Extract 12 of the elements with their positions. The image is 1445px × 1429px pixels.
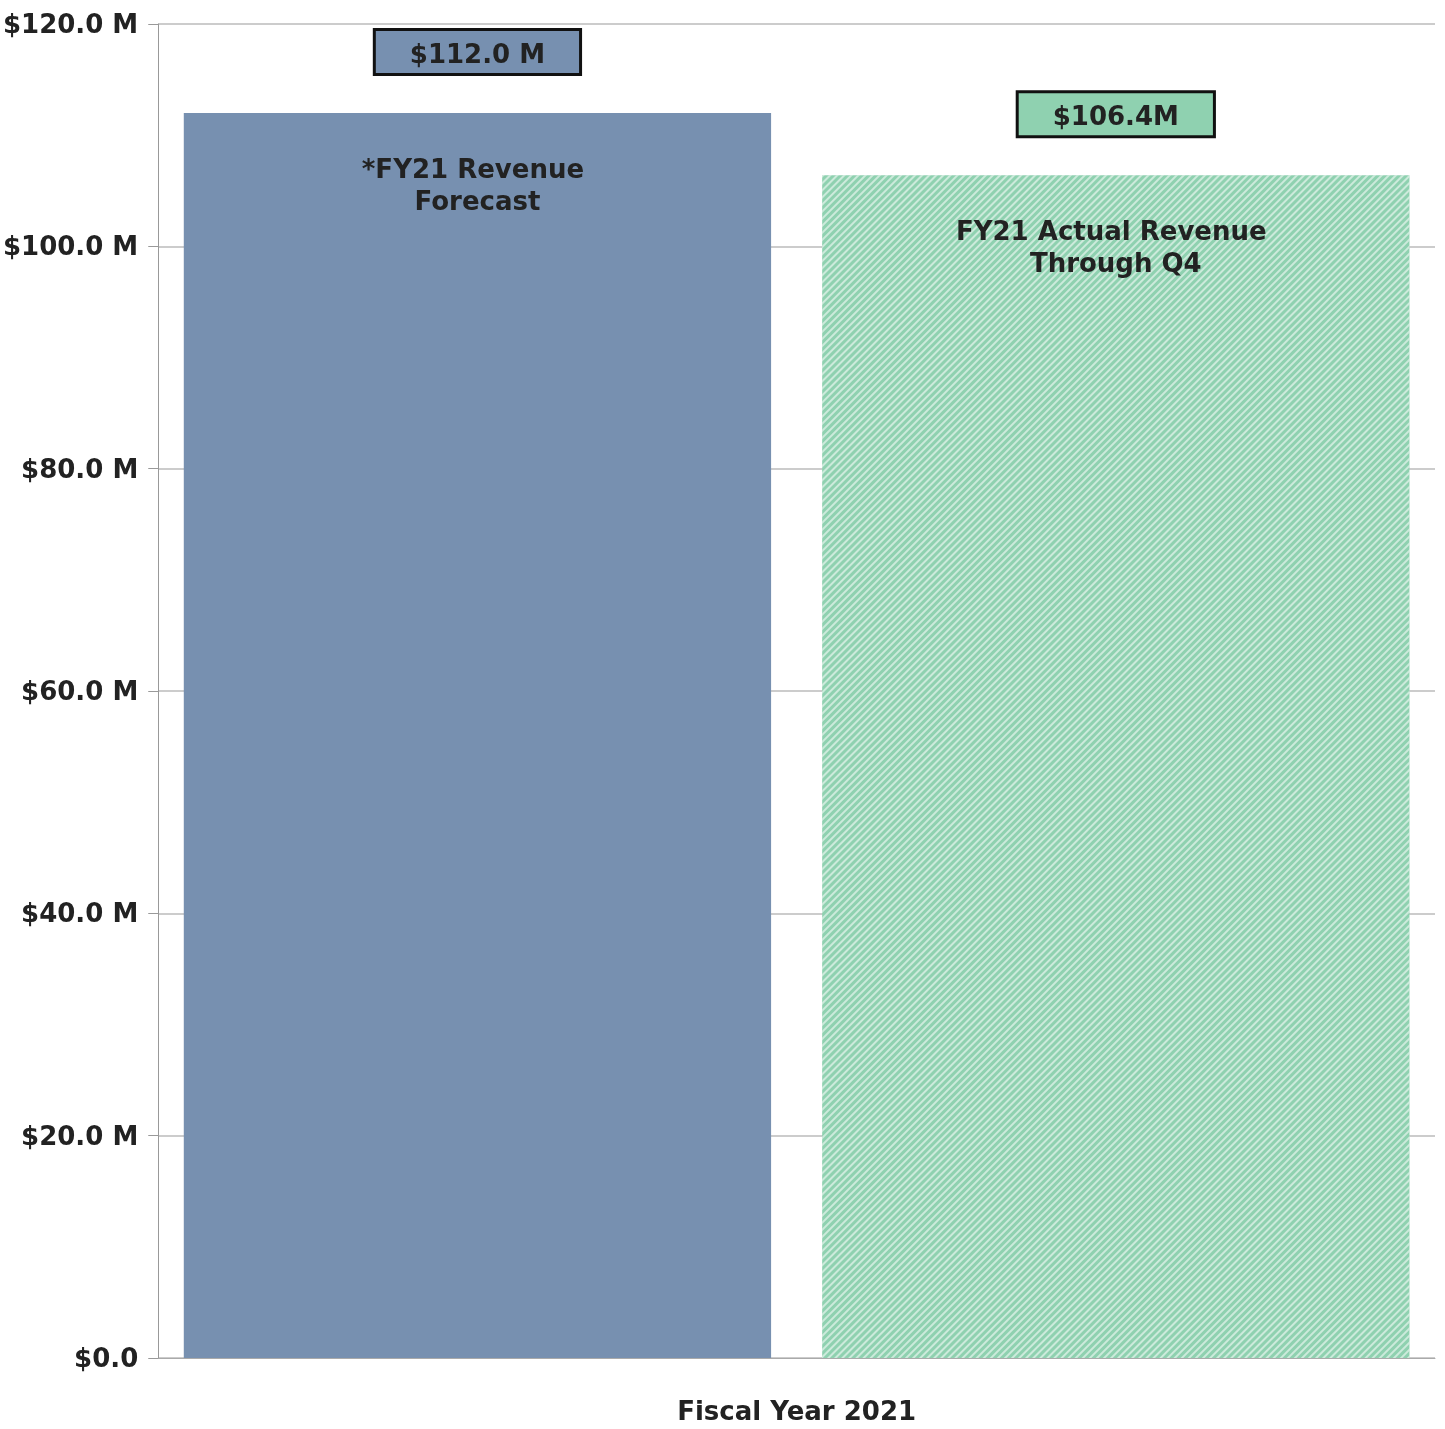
series-label: FY21 Actual Revenue Through Q4: [955, 216, 1276, 279]
x-axis-title: Fiscal Year 2021: [677, 1396, 917, 1426]
y-tick-label: $120.0 M: [2, 9, 139, 39]
y-tick-label: $40.0 M: [21, 898, 139, 929]
data-label: $112.0 M: [409, 38, 546, 69]
y-tick-label: $100.0 M: [2, 231, 139, 262]
y-tick-label: $0.0: [74, 1343, 139, 1373]
y-tick-label: $80.0 M: [21, 453, 139, 484]
y-tick-label: $20.0 M: [21, 1120, 139, 1151]
y-tick-label: $60.0 M: [21, 676, 139, 706]
data-label: $106.4M: [1052, 101, 1179, 132]
series-label: *FY21 Revenue Forecast: [361, 153, 594, 216]
